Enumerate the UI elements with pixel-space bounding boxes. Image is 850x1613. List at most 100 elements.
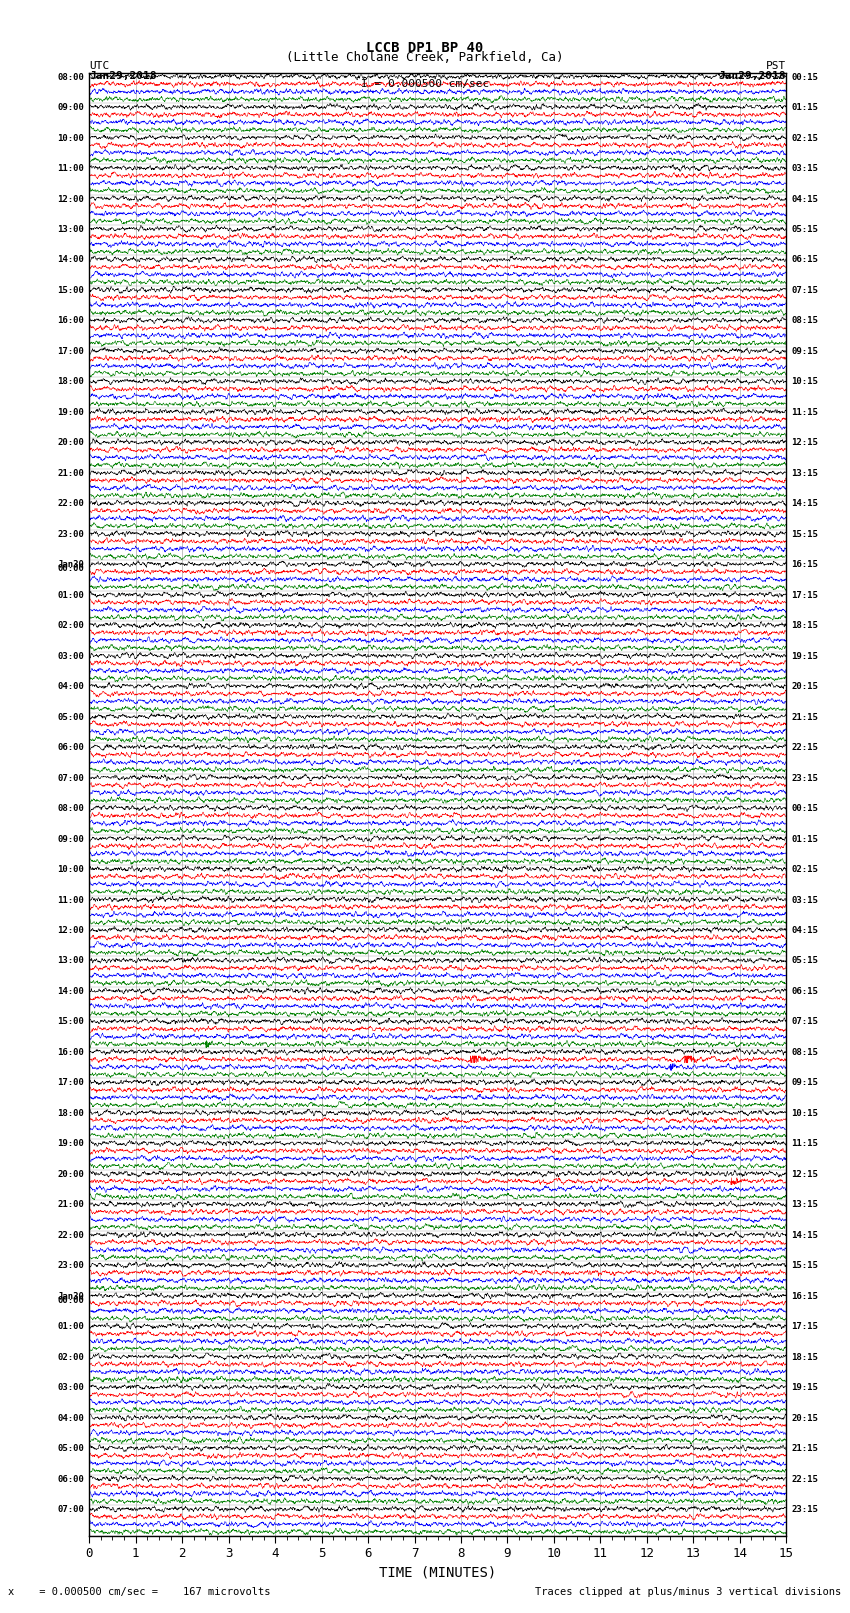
Text: 21:15: 21:15 (791, 1444, 818, 1453)
Text: 10:00: 10:00 (58, 865, 84, 874)
Text: 11:15: 11:15 (791, 408, 818, 416)
Text: 03:15: 03:15 (791, 165, 818, 173)
Text: 19:15: 19:15 (791, 652, 818, 661)
Text: 02:15: 02:15 (791, 865, 818, 874)
Text: 17:15: 17:15 (791, 1323, 818, 1331)
Text: 13:15: 13:15 (791, 469, 818, 477)
Text: 15:15: 15:15 (791, 1261, 818, 1271)
Text: 05:00: 05:00 (58, 713, 84, 721)
Text: 13:15: 13:15 (791, 1200, 818, 1210)
Text: 21:00: 21:00 (58, 469, 84, 477)
Text: 22:00: 22:00 (58, 1231, 84, 1240)
Text: 05:00: 05:00 (58, 1444, 84, 1453)
Text: Jan30: Jan30 (58, 1292, 84, 1300)
Text: 06:15: 06:15 (791, 987, 818, 995)
Text: 16:00: 16:00 (58, 1048, 84, 1057)
Text: 17:00: 17:00 (58, 1079, 84, 1087)
Text: 08:00: 08:00 (58, 73, 84, 82)
Text: 11:00: 11:00 (58, 895, 84, 905)
Text: 13:00: 13:00 (58, 224, 84, 234)
Text: 12:00: 12:00 (58, 926, 84, 936)
Text: 11:15: 11:15 (791, 1139, 818, 1148)
Text: 03:15: 03:15 (791, 895, 818, 905)
Text: 20:15: 20:15 (791, 682, 818, 690)
Text: 08:15: 08:15 (791, 1048, 818, 1057)
Text: 12:15: 12:15 (791, 439, 818, 447)
Text: 10:15: 10:15 (791, 1108, 818, 1118)
X-axis label: TIME (MINUTES): TIME (MINUTES) (379, 1566, 496, 1581)
Text: 04:00: 04:00 (58, 1413, 84, 1423)
Text: 14:15: 14:15 (791, 1231, 818, 1240)
Text: UTC: UTC (89, 61, 110, 71)
Text: 18:15: 18:15 (791, 621, 818, 631)
Text: 21:00: 21:00 (58, 1200, 84, 1210)
Text: 12:00: 12:00 (58, 195, 84, 203)
Text: 04:15: 04:15 (791, 195, 818, 203)
Text: 23:15: 23:15 (791, 774, 818, 782)
Text: 06:00: 06:00 (58, 744, 84, 752)
Text: 14:00: 14:00 (58, 255, 84, 265)
Text: 15:00: 15:00 (58, 1018, 84, 1026)
Text: 19:15: 19:15 (791, 1384, 818, 1392)
Text: 17:15: 17:15 (791, 590, 818, 600)
Text: 23:00: 23:00 (58, 529, 84, 539)
Text: 17:00: 17:00 (58, 347, 84, 356)
Text: 22:15: 22:15 (791, 1474, 818, 1484)
Text: 15:15: 15:15 (791, 529, 818, 539)
Text: 13:00: 13:00 (58, 957, 84, 966)
Text: 02:00: 02:00 (58, 1353, 84, 1361)
Text: 15:00: 15:00 (58, 286, 84, 295)
Text: 10:00: 10:00 (58, 134, 84, 142)
Text: 09:15: 09:15 (791, 347, 818, 356)
Text: 16:15: 16:15 (791, 560, 818, 569)
Text: 12:15: 12:15 (791, 1169, 818, 1179)
Text: 01:00: 01:00 (58, 1323, 84, 1331)
Text: 18:00: 18:00 (58, 377, 84, 387)
Text: 22:00: 22:00 (58, 500, 84, 508)
Text: 07:15: 07:15 (791, 1018, 818, 1026)
Text: LCCB DP1 BP 40: LCCB DP1 BP 40 (366, 40, 484, 55)
Text: 23:00: 23:00 (58, 1261, 84, 1271)
Text: 00:00: 00:00 (58, 1295, 84, 1305)
Text: 19:00: 19:00 (58, 1139, 84, 1148)
Text: (Little Cholane Creek, Parkfield, Ca): (Little Cholane Creek, Parkfield, Ca) (286, 50, 564, 65)
Text: 10:15: 10:15 (791, 377, 818, 387)
Text: 16:15: 16:15 (791, 1292, 818, 1300)
Text: 08:00: 08:00 (58, 805, 84, 813)
Text: 06:15: 06:15 (791, 255, 818, 265)
Text: 09:00: 09:00 (58, 834, 84, 844)
Text: 05:15: 05:15 (791, 957, 818, 966)
Text: Jan30: Jan30 (58, 560, 84, 569)
Text: 09:00: 09:00 (58, 103, 84, 111)
Text: 08:15: 08:15 (791, 316, 818, 326)
Text: 06:00: 06:00 (58, 1474, 84, 1484)
Text: Traces clipped at plus/minus 3 vertical divisions: Traces clipped at plus/minus 3 vertical … (536, 1587, 842, 1597)
Text: 00:00: 00:00 (58, 565, 84, 573)
Text: 01:15: 01:15 (791, 834, 818, 844)
Text: 20:15: 20:15 (791, 1413, 818, 1423)
Text: 04:15: 04:15 (791, 926, 818, 936)
Text: 01:00: 01:00 (58, 590, 84, 600)
Text: Jan29,2018: Jan29,2018 (719, 71, 786, 81)
Text: 00:15: 00:15 (791, 805, 818, 813)
Text: 07:15: 07:15 (791, 286, 818, 295)
Text: 14:00: 14:00 (58, 987, 84, 995)
Text: Jan29,2018: Jan29,2018 (89, 71, 156, 81)
Text: 21:15: 21:15 (791, 713, 818, 721)
Text: 02:15: 02:15 (791, 134, 818, 142)
Text: 14:15: 14:15 (791, 500, 818, 508)
Text: 18:15: 18:15 (791, 1353, 818, 1361)
Text: 02:00: 02:00 (58, 621, 84, 631)
Text: 19:00: 19:00 (58, 408, 84, 416)
Text: 04:00: 04:00 (58, 682, 84, 690)
Text: 18:00: 18:00 (58, 1108, 84, 1118)
Text: 01:15: 01:15 (791, 103, 818, 111)
Text: 20:00: 20:00 (58, 439, 84, 447)
Text: x    = 0.000500 cm/sec =    167 microvolts: x = 0.000500 cm/sec = 167 microvolts (8, 1587, 271, 1597)
Text: 22:15: 22:15 (791, 744, 818, 752)
Text: 11:00: 11:00 (58, 165, 84, 173)
Text: 07:00: 07:00 (58, 774, 84, 782)
Text: I = 0.000500 cm/sec: I = 0.000500 cm/sec (361, 79, 489, 89)
Text: 09:15: 09:15 (791, 1079, 818, 1087)
Text: 00:15: 00:15 (791, 73, 818, 82)
